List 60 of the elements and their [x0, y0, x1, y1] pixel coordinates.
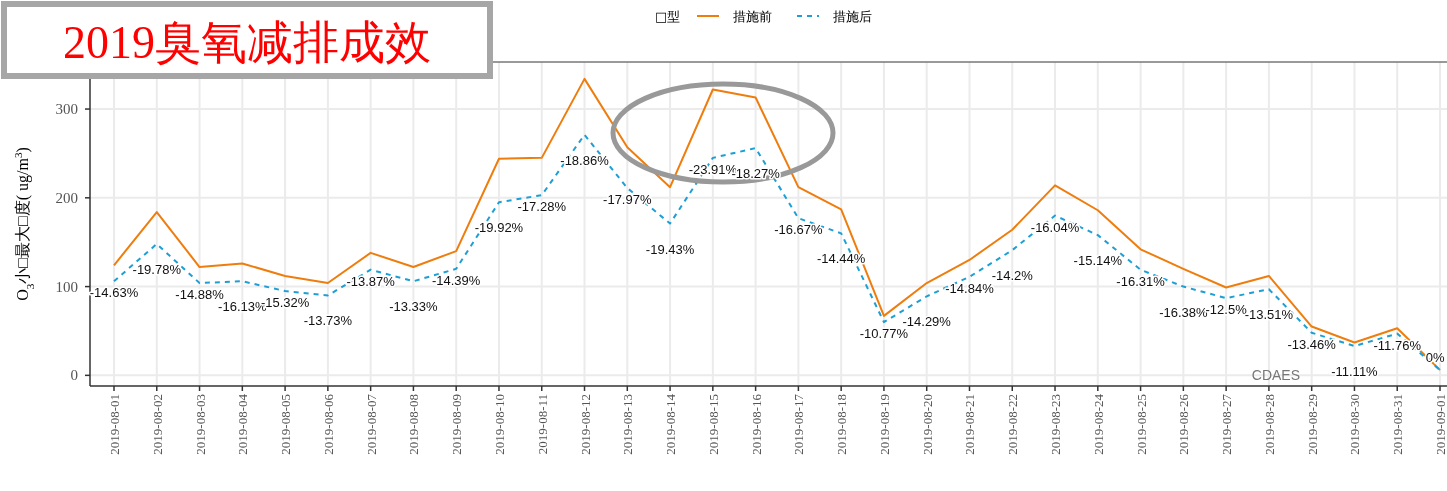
x-tick-label: 2019-08-21: [962, 394, 978, 455]
x-tick-label: 2019-08-09: [449, 394, 465, 455]
annotation: -13.46%: [1287, 336, 1337, 352]
annotation: -15.14%: [1073, 253, 1123, 269]
x-tick-label: 2019-08-10: [491, 394, 507, 455]
annotation: CDAES: [1251, 367, 1300, 383]
x-tick-label: 2019-08-03: [192, 394, 208, 455]
legend-title: □型: [655, 9, 681, 24]
y-tick-label: 300: [55, 101, 78, 118]
x-tick-label: 2019-08-04: [235, 393, 251, 455]
annotation: -14.39%: [431, 272, 481, 288]
legend-label: 措施后: [833, 9, 872, 24]
annotation: -13.87%: [346, 273, 396, 289]
x-tick-label: 2019-08-13: [620, 394, 636, 455]
chart-title: 2019臭氧减排成效: [63, 17, 431, 68]
x-tick-label: 2019-08-20: [919, 394, 935, 455]
x-tick-label: 2019-08-30: [1347, 394, 1363, 455]
x-tick-label: 2019-08-28: [1261, 394, 1277, 455]
annotation: -17.97%: [603, 192, 652, 208]
annotation: -16.31%: [1116, 273, 1166, 289]
x-tick-label: 2019-08-07: [363, 393, 379, 455]
x-tick-label: 2019-08-12: [577, 394, 593, 455]
annotation: -17.28%: [517, 199, 567, 215]
x-tick-label: 2019-08-15: [705, 394, 721, 455]
annotation: -18.86%: [560, 152, 610, 168]
x-tick-label: 2019-08-23: [1048, 394, 1064, 455]
x-tick-label: 2019-08-19: [876, 394, 892, 455]
annotation: -19.92%: [474, 220, 524, 236]
x-tick-label: 2019-09-01: [1433, 394, 1447, 455]
x-tick-label: 2019-08-05: [278, 394, 294, 455]
x-tick-label: 2019-08-17: [791, 393, 807, 455]
annotation: 0%: [1425, 350, 1445, 366]
y-tick-label: 0: [70, 367, 78, 384]
annotation: -19.78%: [132, 261, 182, 277]
annotation: -13.73%: [303, 313, 353, 329]
x-tick-label: 2019-08-22: [1005, 394, 1021, 455]
annotation: -16.67%: [774, 222, 824, 238]
x-tick-label: 2019-08-01: [107, 394, 122, 455]
x-tick-label: 2019-08-16: [748, 393, 764, 455]
annotation: -19.43%: [645, 241, 695, 257]
annotation: -13.33%: [389, 299, 439, 315]
legend-label: 措施前: [733, 9, 772, 24]
annotation: -16.04%: [1030, 219, 1080, 235]
x-tick-label: 2019-08-29: [1304, 394, 1320, 455]
x-tick-label: 2019-08-08: [406, 394, 422, 455]
x-tick-label: 2019-08-02: [149, 394, 165, 455]
x-tick-label: 2019-08-26: [1176, 393, 1192, 455]
y-tick-label: 200: [55, 189, 78, 206]
x-tick-label: 2019-08-25: [1133, 394, 1149, 455]
x-tick-label: 2019-08-06: [320, 393, 336, 455]
x-tick-label: 2019-08-18: [834, 394, 850, 455]
y-tick-label: 100: [55, 278, 78, 295]
x-tick-label: 2019-08-27: [1219, 393, 1235, 455]
x-tick-label: 2019-08-11: [534, 394, 550, 455]
x-tick-label: 2019-08-24: [1090, 393, 1106, 455]
annotation: -14.88%: [175, 287, 225, 303]
x-tick-label: 2019-08-14: [663, 393, 679, 455]
x-tick-label: 2019-08-31: [1390, 394, 1406, 455]
annotation: -11.11%: [1331, 364, 1379, 380]
annotation: -16.38%: [1159, 304, 1208, 320]
